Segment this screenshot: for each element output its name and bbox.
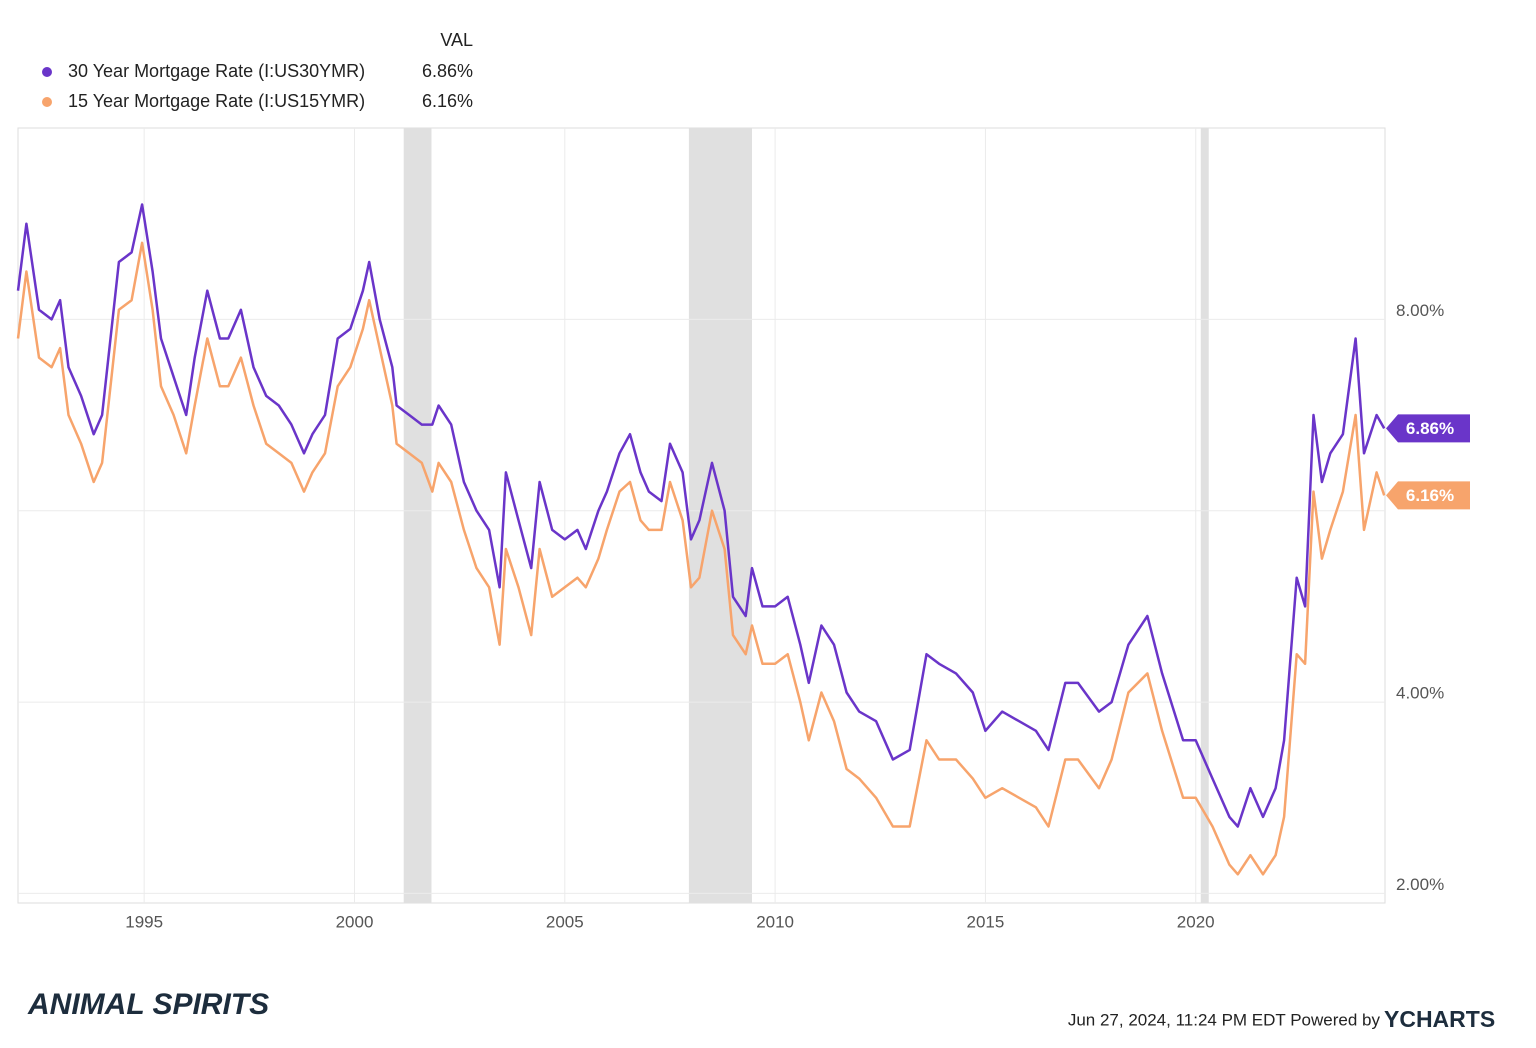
series-line <box>16 241 1386 876</box>
y-tick-label: 4.00% <box>1396 684 1444 703</box>
legend-marker <box>42 67 52 77</box>
recession-band <box>688 128 752 903</box>
recession-band <box>1200 128 1209 903</box>
x-tick-label: 2020 <box>1177 912 1215 931</box>
y-tick-label: 2.00% <box>1396 875 1444 894</box>
x-tick-label: 2010 <box>756 912 794 931</box>
series-line <box>16 203 1386 828</box>
value-flag-label: 6.86% <box>1406 419 1454 438</box>
brand: YCHARTS <box>1384 1006 1495 1032</box>
y-tick-label: 8.00% <box>1396 301 1444 320</box>
value-flag <box>1386 481 1470 510</box>
timestamp: Jun 27, 2024, 11:24 PM EDT Powered by <box>1068 1010 1381 1029</box>
legend-header: VAL <box>440 30 473 50</box>
legend-label: 15 Year Mortgage Rate (I:US15YMR) <box>68 91 365 111</box>
legend-value: 6.86% <box>422 61 473 81</box>
legend-label: 30 Year Mortgage Rate (I:US30YMR) <box>68 61 365 81</box>
logo: ANIMAL SPIRITS <box>27 988 269 1021</box>
value-flag-label: 6.16% <box>1406 486 1454 505</box>
legend-value: 6.16% <box>422 91 473 111</box>
x-tick-label: 2000 <box>336 912 374 931</box>
x-tick-label: 1995 <box>125 912 163 931</box>
x-tick-label: 2005 <box>546 912 584 931</box>
legend-marker <box>42 97 52 107</box>
recession-band <box>403 128 432 903</box>
value-flag <box>1386 414 1470 443</box>
x-tick-label: 2015 <box>967 912 1005 931</box>
